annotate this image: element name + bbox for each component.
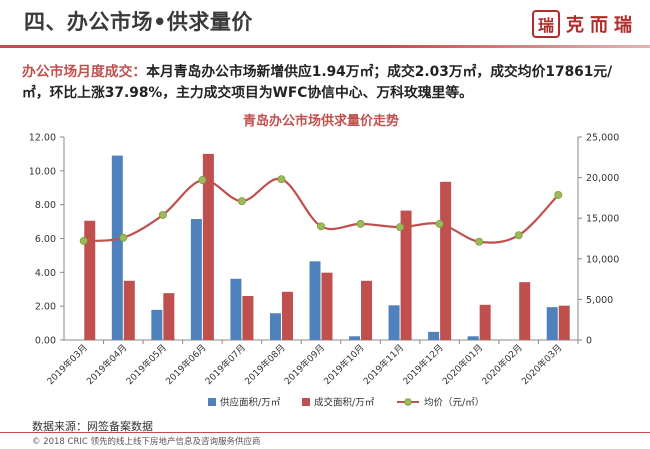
x-tick-label: 2019年12月 — [400, 342, 446, 388]
x-tick-label: 2019年11月 — [361, 342, 407, 388]
left-tick-label: 0.00 — [35, 336, 56, 347]
right-tick-label: 10,000 — [586, 254, 619, 265]
x-tick-label: 2020年02月 — [479, 342, 525, 388]
supply-bar — [349, 336, 361, 340]
supply-bar — [388, 305, 400, 340]
chart-title: 青岛办公市场供求量价走势 — [243, 113, 399, 129]
x-tick-label: 2019年03月 — [44, 342, 90, 388]
price-line — [83, 177, 560, 244]
supply-bar — [467, 336, 479, 340]
x-tick-label: 2020年03月 — [519, 342, 565, 388]
data-source-note: 数据来源：网签备案数据 — [32, 420, 153, 433]
chart-container: 青岛办公市场供求量价走势 0.00 2.00 4.00 6.00 8.00 10.00 12.… — [0, 110, 650, 425]
supply-bar — [546, 307, 558, 340]
left-tick-label: 12.00 — [29, 133, 56, 144]
right-tick-label: 5,000 — [586, 295, 613, 306]
price-point — [514, 231, 523, 240]
title-divider — [0, 45, 650, 48]
deal-bar — [242, 296, 254, 340]
x-tick-label: 2019年10月 — [321, 342, 367, 388]
price-point — [277, 175, 286, 184]
x-tick-label: 2019年08月 — [242, 342, 288, 388]
x-tick-label: 2019年04月 — [84, 342, 130, 388]
supply-bar — [151, 309, 163, 340]
deal-bar — [202, 153, 214, 340]
deal-bar — [84, 220, 96, 340]
price-point — [316, 222, 325, 231]
legend-price-marker — [404, 398, 412, 406]
legend-supply-label: 供应面积/万㎡ — [220, 397, 281, 409]
price-point — [554, 190, 563, 199]
summary-body: 本月青岛办公市场新增供应1.94万㎡；成交2.03万㎡，成交均价17861元/㎡… — [22, 64, 613, 101]
logo-seal-icon: 瑞 — [532, 10, 560, 38]
footer-copyright: © 2018 CRIC 领先的线上线下房地产信息及咨询服务供应商 — [32, 437, 261, 447]
right-tick-label: 15,000 — [586, 214, 619, 225]
right-tick-label: 25,000 — [586, 133, 619, 144]
deal-bar — [558, 305, 570, 340]
supply-bar — [230, 278, 242, 340]
supply-demand-price-chart: 青岛办公市场供求量价走势 0.00 2.00 4.00 6.00 8.00 10.00 12.… — [29, 113, 619, 409]
price-point — [396, 223, 405, 232]
legend-deal-label: 成交面积/万㎡ — [314, 397, 375, 409]
left-tick-label: 6.00 — [35, 234, 56, 245]
price-point — [158, 210, 167, 219]
legend-deal-swatch — [302, 398, 310, 406]
summary-highlight: 办公市场月度成交： — [22, 64, 147, 80]
price-point — [198, 176, 207, 185]
brand-logo: 瑞 克而瑞 — [532, 6, 638, 42]
supply-bar — [269, 313, 281, 340]
x-tick-label: 2019年05月 — [123, 342, 169, 388]
deal-bar — [479, 304, 491, 340]
left-tick-label: 10.00 — [29, 166, 56, 177]
price-point — [435, 219, 444, 228]
deal-bar — [440, 181, 452, 340]
supply-bar — [428, 331, 440, 340]
x-tick-label: 2019年07月 — [203, 342, 249, 388]
deal-bar — [321, 272, 333, 340]
price-point — [475, 237, 484, 246]
left-tick-label: 8.00 — [35, 200, 56, 211]
deal-bar — [163, 293, 175, 340]
right-tick-label: 0 — [586, 336, 592, 347]
x-tick-label: 2020年01月 — [440, 342, 486, 388]
deal-bar — [519, 282, 531, 340]
footer-divider — [0, 432, 650, 433]
supply-bar — [190, 219, 202, 340]
x-tick-label: 2019年06月 — [163, 342, 209, 388]
price-point — [356, 219, 365, 228]
price-point — [119, 233, 128, 242]
price-point — [79, 236, 88, 245]
left-tick-label: 4.00 — [35, 268, 56, 279]
deal-bar — [361, 280, 373, 340]
right-tick-label: 20,000 — [586, 173, 619, 184]
deal-bar — [281, 291, 293, 340]
deal-bar — [400, 210, 412, 340]
left-tick-label: 2.00 — [35, 302, 56, 313]
price-point — [237, 197, 246, 206]
supply-bar — [111, 155, 123, 340]
deal-bar — [123, 280, 135, 340]
logo-text: 克而瑞 — [566, 15, 638, 36]
x-tick-label: 2019年09月 — [282, 342, 328, 388]
supply-bar — [309, 261, 321, 340]
legend-price-label: 均价（元/㎡） — [424, 397, 484, 409]
legend-supply-swatch — [208, 398, 216, 406]
summary-paragraph: 办公市场月度成交：本月青岛办公市场新增供应1.94万㎡；成交2.03万㎡，成交均… — [22, 62, 632, 104]
page-title: 四、办公市场•供求量价 — [24, 10, 253, 34]
